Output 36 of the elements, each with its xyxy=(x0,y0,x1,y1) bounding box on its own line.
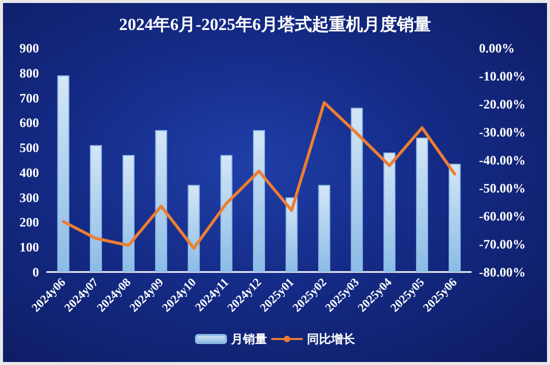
y2-tick-label: -80.00% xyxy=(479,264,526,280)
legend-label: 同比增长 xyxy=(307,332,356,346)
y2-tick-label: -70.00% xyxy=(479,236,526,252)
bar xyxy=(318,184,330,272)
y2-tick-label: -30.00% xyxy=(479,124,526,140)
y2-tick-label: -60.00% xyxy=(479,208,526,224)
bar xyxy=(188,184,200,272)
bar xyxy=(155,130,168,272)
y-tick-label: 300 xyxy=(20,190,39,205)
bar xyxy=(220,155,232,272)
y-tick-label: 200 xyxy=(20,214,39,230)
legend-label: 月销量 xyxy=(230,332,267,346)
y2-tick-label: -10.00% xyxy=(479,68,526,84)
y-tick-label: 800 xyxy=(20,65,39,80)
y-tick-label: 900 xyxy=(20,40,39,56)
y2-tick-label: 0.00% xyxy=(479,40,515,56)
y-tick-label: 400 xyxy=(20,164,39,180)
y2-tick-label: -50.00% xyxy=(479,180,526,196)
y-tick-label: 0 xyxy=(32,264,39,280)
y-tick-label: 100 xyxy=(20,240,39,255)
line-series xyxy=(62,101,456,250)
bar xyxy=(286,197,298,272)
bar xyxy=(90,145,102,272)
y2-tick-label: -20.00% xyxy=(479,96,526,112)
y2-tick-label: -40.00% xyxy=(479,152,526,168)
chart-title: 2024年6月-2025年6月塔式起重机月度销量 xyxy=(119,15,431,34)
y-tick-label: 500 xyxy=(20,140,39,156)
bar xyxy=(253,130,265,272)
bar xyxy=(57,75,70,272)
bar xyxy=(383,152,396,272)
bar xyxy=(416,138,428,272)
bar xyxy=(122,155,135,272)
y-tick-label: 700 xyxy=(20,90,39,106)
y-tick-label: 600 xyxy=(20,115,39,130)
bar xyxy=(448,164,461,272)
bar xyxy=(350,108,363,272)
